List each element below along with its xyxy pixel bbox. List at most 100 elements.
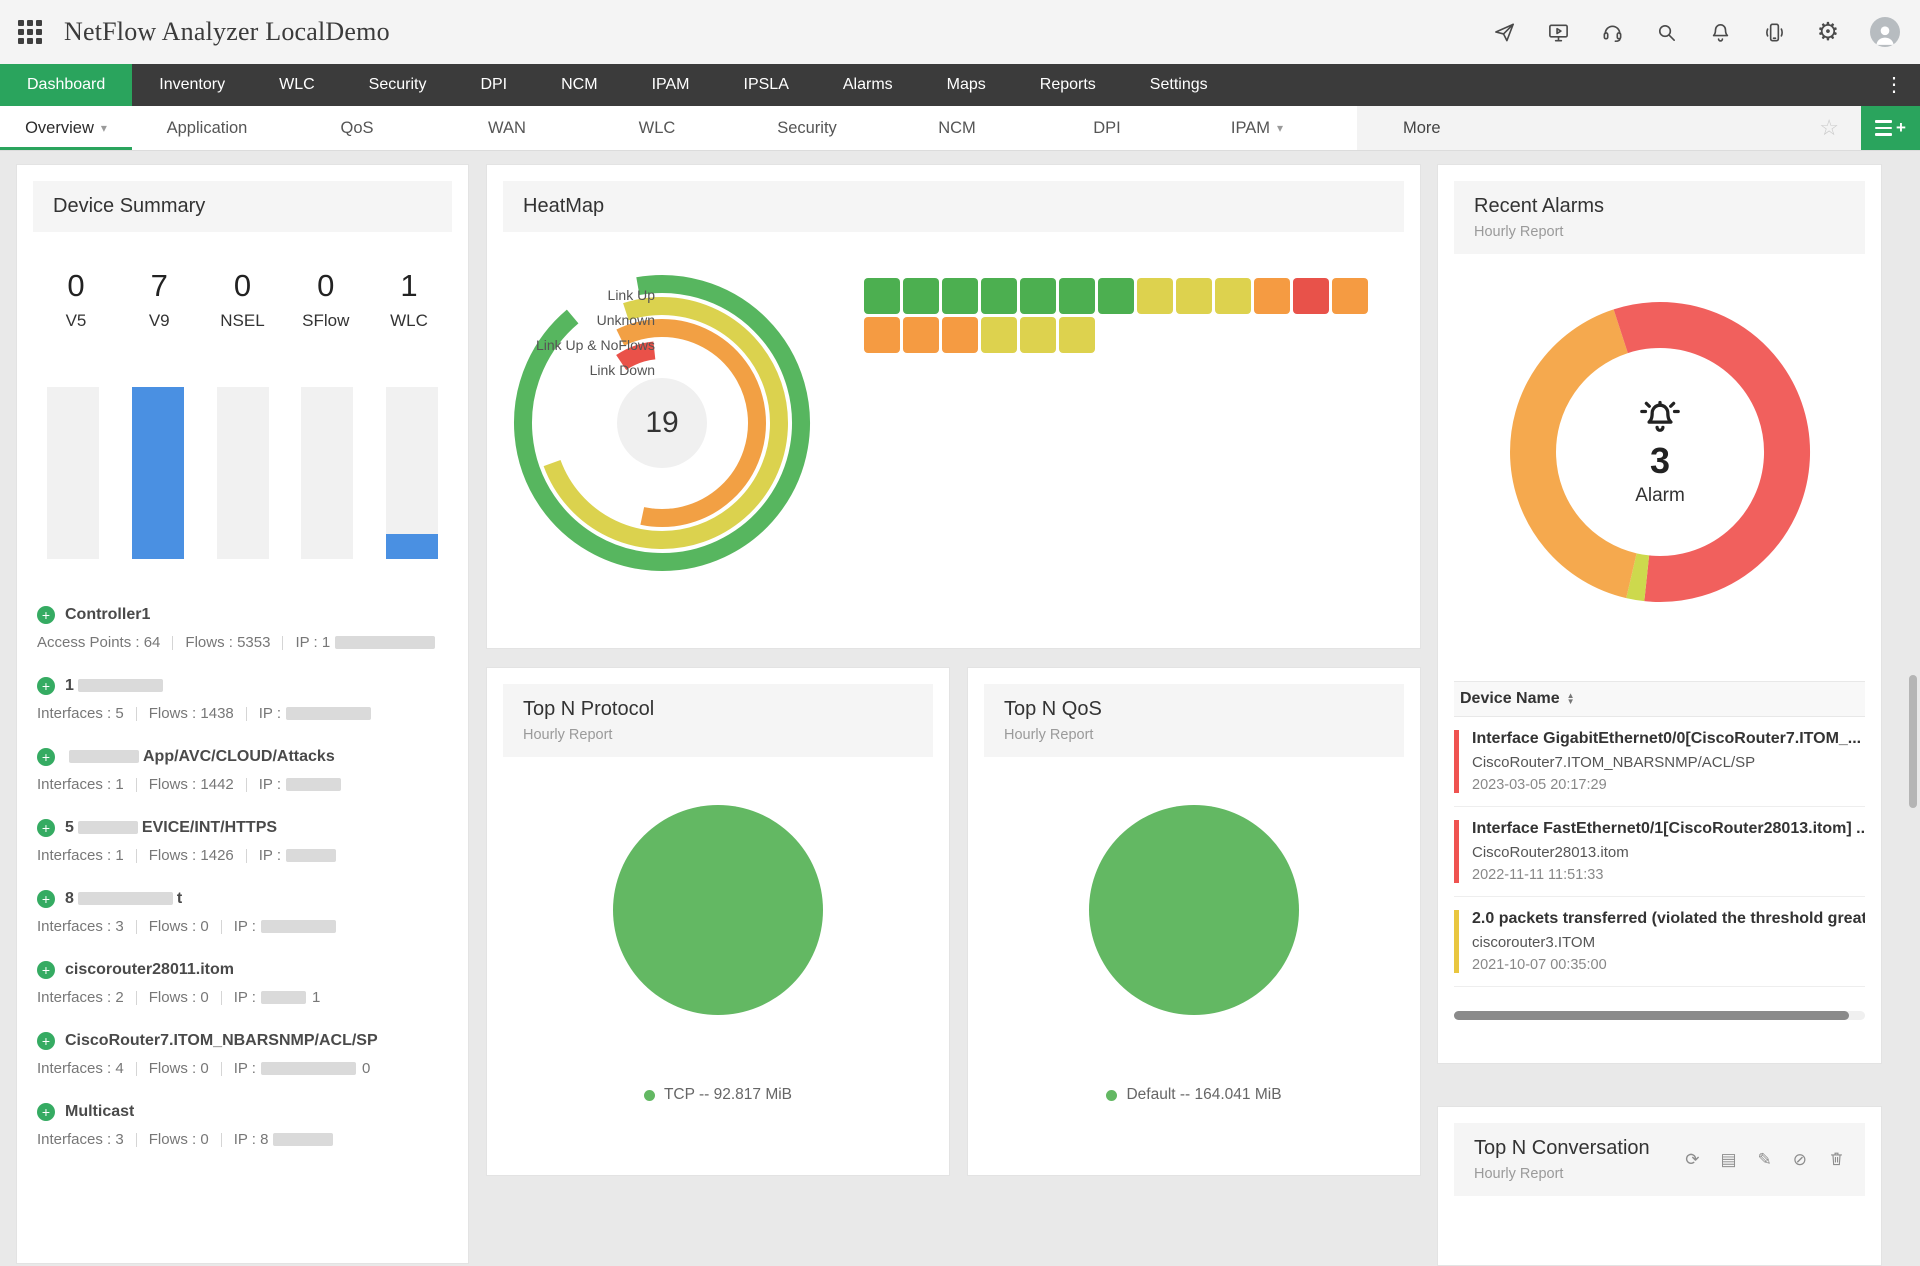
nav-item-settings[interactable]: Settings	[1149, 76, 1208, 93]
heat-cell[interactable]	[1098, 278, 1134, 314]
heat-cell[interactable]	[1176, 278, 1212, 314]
expand-device-icon[interactable]: +	[37, 677, 55, 695]
device-name[interactable]: CiscoRouter7.ITOM_NBARSNMP/ACL/SP	[65, 1032, 378, 1049]
device-summary-card: Device Summary 0 V5 7 V9 0 NSEL 0 SFlow 1 WLC…	[16, 164, 469, 1264]
nav-item-wlc[interactable]: WLC	[279, 76, 315, 93]
alarm-title[interactable]: Interface FastEthernet0/1[CiscoRouter280…	[1472, 820, 1865, 837]
embed-icon[interactable]: ⊘	[1792, 1150, 1807, 1169]
column-header-device-name: Device Name	[1460, 690, 1560, 707]
mobile-app-icon[interactable]	[1762, 20, 1786, 44]
nav-item-dpi[interactable]: DPI	[480, 76, 508, 93]
tab-more[interactable]: More	[1403, 118, 1441, 137]
heat-cell[interactable]	[1020, 317, 1056, 353]
tab-overview[interactable]: Overview ▾	[0, 106, 132, 150]
heat-cell[interactable]	[1059, 317, 1095, 353]
heat-cell[interactable]	[864, 278, 900, 314]
device-stats: Interfaces : 3 Flows : 0 IP :	[37, 918, 448, 935]
tab-qos[interactable]: QoS	[340, 118, 374, 137]
heat-cell[interactable]	[1059, 278, 1095, 314]
stat-value: 0	[317, 268, 335, 303]
tab-dpi[interactable]: DPI	[1093, 118, 1121, 137]
chevron-down-icon: ▾	[100, 121, 107, 135]
expand-device-icon[interactable]: +	[37, 748, 55, 766]
alarm-device-name: CiscoRouter7.ITOM_NBARSNMP/ACL/SP	[1472, 754, 1756, 771]
apps-grid-icon[interactable]	[18, 20, 42, 44]
nav-item-ipam[interactable]: IPAM	[651, 76, 690, 93]
tab-wan[interactable]: WAN	[488, 118, 526, 137]
redacted-text	[77, 821, 138, 835]
nav-item-maps[interactable]: Maps	[946, 76, 986, 93]
tab-security[interactable]: Security	[777, 118, 837, 137]
nav-item-reports[interactable]: Reports	[1039, 76, 1096, 93]
refresh-icon[interactable]: ⟳	[1685, 1150, 1700, 1169]
recent-alarms-header: Recent Alarms Hourly Report	[1454, 181, 1865, 254]
search-icon[interactable]	[1654, 20, 1678, 44]
edit-icon[interactable]: ✎	[1757, 1150, 1772, 1169]
device-list-item: + Controller1 Access Points : 64 Flows : …	[37, 605, 448, 651]
heat-cell[interactable]	[981, 317, 1017, 353]
nav-item-alarms[interactable]: Alarms	[842, 76, 893, 93]
heat-cell[interactable]	[981, 278, 1017, 314]
device-name[interactable]: ciscorouter28011.itom	[65, 961, 234, 978]
alarm-title[interactable]: 2.0 packets transferred (violated the th…	[1472, 910, 1865, 927]
notifications-bell-icon[interactable]	[1708, 20, 1732, 44]
heat-cell[interactable]	[903, 278, 939, 314]
alarm-row[interactable]: Interface FastEthernet0/1[CiscoRouter280…	[1454, 807, 1865, 897]
alarm-row[interactable]: 2.0 packets transferred (violated the th…	[1454, 897, 1865, 987]
device-list-item: + App/AVC/CLOUD/Attacks Interfaces : 1 Fl…	[37, 747, 448, 793]
device-name[interactable]: 1	[65, 677, 167, 695]
alarm-list-horizontal-scrollbar[interactable]	[1454, 1011, 1865, 1020]
heat-cell[interactable]	[942, 317, 978, 353]
interface-heatmap-grid	[864, 278, 1368, 356]
expand-device-icon[interactable]: +	[37, 1103, 55, 1121]
heat-cell[interactable]	[1254, 278, 1290, 314]
alarm-title[interactable]: Interface GigabitEthernet0/0[CiscoRouter…	[1472, 730, 1862, 747]
nav-item-ncm[interactable]: NCM	[561, 76, 598, 93]
nav-overflow-menu-icon[interactable]: ⋮	[1884, 74, 1904, 96]
device-name[interactable]: Multicast	[65, 1103, 135, 1120]
getting-started-icon[interactable]	[1492, 20, 1516, 44]
redacted-text	[260, 1062, 356, 1075]
report-icon[interactable]: ▤	[1720, 1150, 1737, 1169]
severity-bar	[1454, 910, 1459, 973]
expand-device-icon[interactable]: +	[37, 890, 55, 908]
user-avatar[interactable]	[1870, 17, 1900, 47]
device-name[interactable]: 5 EVICE/INT/HTTPS	[65, 819, 278, 836]
heat-cell[interactable]	[1137, 278, 1173, 314]
device-name[interactable]: App/AVC/CLOUD/Attacks	[65, 748, 335, 766]
nav-item-dashboard[interactable]: Dashboard	[0, 64, 133, 106]
tab-wlc[interactable]: WLC	[638, 118, 676, 137]
expand-device-icon[interactable]: +	[37, 606, 55, 624]
card-title: Device Summary	[53, 195, 206, 217]
heat-cell[interactable]	[1020, 278, 1056, 314]
heat-cell[interactable]	[903, 317, 939, 353]
alarm-row[interactable]: Interface GigabitEthernet0/0[CiscoRouter…	[1454, 717, 1865, 807]
heat-cell[interactable]	[864, 317, 900, 353]
demo-screen-icon[interactable]	[1546, 20, 1570, 44]
heat-cell[interactable]	[942, 278, 978, 314]
alarm-device-name: CiscoRouter28013.itom	[1472, 844, 1629, 861]
settings-gear-icon[interactable]: ⚙	[1816, 18, 1840, 46]
favorite-star-icon[interactable]: ☆	[1819, 115, 1839, 140]
tab-application[interactable]: Application	[166, 118, 248, 137]
add-dashboard-button[interactable]: +	[1861, 106, 1920, 150]
tab-ncm[interactable]: NCM	[938, 118, 976, 137]
expand-device-icon[interactable]: +	[37, 819, 55, 837]
heat-cell[interactable]	[1215, 278, 1251, 314]
nav-item-inventory[interactable]: Inventory	[159, 76, 226, 93]
heat-cell[interactable]	[1293, 278, 1329, 314]
tab-ipam[interactable]: IPAM ▾	[1230, 118, 1284, 137]
page-vertical-scrollbar[interactable]	[1909, 675, 1917, 808]
device-name[interactable]: Controller1	[65, 606, 151, 623]
heat-cell[interactable]	[1332, 278, 1368, 314]
alarm-table-sort-header[interactable]: Device Name ▲ ▼	[1454, 681, 1865, 717]
support-headset-icon[interactable]	[1600, 20, 1624, 44]
nav-item-ipsla[interactable]: IPSLA	[743, 76, 789, 93]
nav-item-security[interactable]: Security	[368, 76, 427, 93]
delete-trash-icon[interactable]	[1828, 1150, 1845, 1170]
expand-device-icon[interactable]: +	[37, 1032, 55, 1050]
expand-device-icon[interactable]: +	[37, 961, 55, 979]
gauge-label-linkup-noflows: Link Up & NoFlows	[535, 337, 655, 353]
stat-label: V9	[148, 311, 170, 330]
